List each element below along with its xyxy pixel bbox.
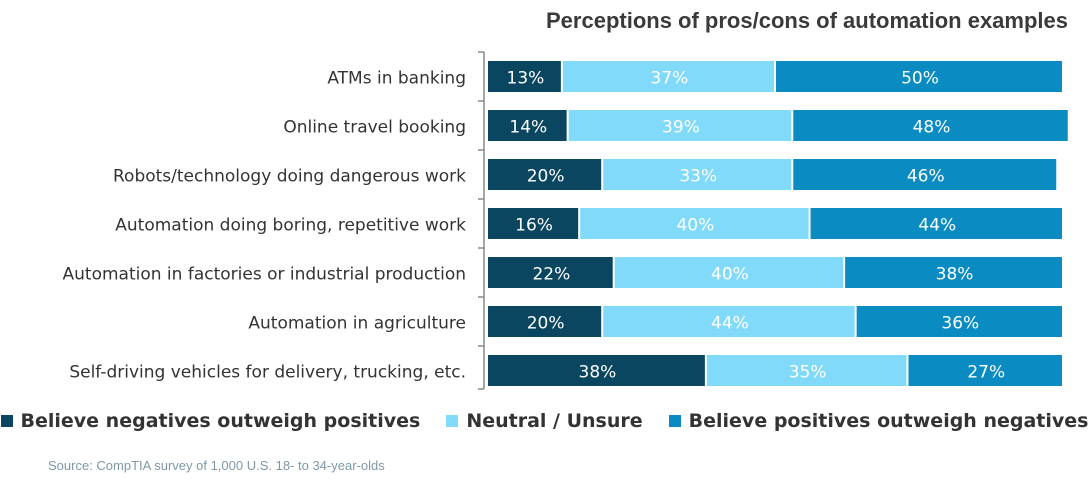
data-label-positives-7: 27%: [967, 363, 1005, 383]
data-label-neutral-7: 35%: [789, 363, 827, 383]
data-label-negatives-7: 38%: [579, 363, 617, 383]
bar-negatives-3: [488, 159, 602, 190]
legend-item-neutral: Neutral / Unsure: [446, 410, 643, 432]
bar-positives-4: [810, 208, 1062, 239]
bar-positives-3: [793, 159, 1057, 190]
data-label-neutral-4: 40%: [676, 216, 714, 236]
data-label-neutral-3: 33%: [679, 167, 717, 187]
bar-positives-5: [845, 257, 1062, 288]
legend-swatch-negatives: [0, 415, 13, 427]
legend-label-negatives: Believe negatives outweigh positives: [20, 410, 421, 432]
bar-neutral-2: [568, 110, 792, 141]
data-label-negatives-1: 13%: [507, 69, 545, 89]
data-label-positives-4: 44%: [918, 216, 956, 236]
data-label-positives-2: 48%: [913, 118, 951, 138]
data-label-neutral-1: 37%: [651, 69, 689, 89]
data-label-positives-1: 50%: [901, 69, 939, 89]
data-label-negatives-3: 20%: [527, 167, 565, 187]
bar-negatives-6: [488, 306, 602, 337]
category-label-automation-doing-boring-repetitive-work: Automation doing boring, repetitive work: [115, 216, 466, 236]
bar-negatives-4: [488, 208, 579, 239]
legend-swatch-positives: [668, 415, 681, 427]
bar-positives-1: [776, 61, 1062, 92]
data-label-negatives-5: 22%: [532, 265, 570, 285]
chart-title: Perceptions of pros/cons of automation e…: [546, 8, 1068, 33]
data-label-positives-5: 38%: [936, 265, 974, 285]
legend-label-positives: Believe positives outweigh negatives: [688, 410, 1089, 432]
bar-negatives-5: [488, 257, 613, 288]
bar-neutral-6: [603, 306, 855, 337]
bar-neutral-3: [603, 159, 792, 190]
bar-negatives-7: [488, 355, 705, 386]
data-label-positives-6: 36%: [941, 314, 979, 334]
bar-positives-6: [856, 306, 1062, 337]
bar-negatives-1: [488, 61, 561, 92]
category-label-self-driving-vehicles-for-delivery-trucking-etc: Self-driving vehicles for delivery, truc…: [69, 363, 466, 383]
category-label-online-travel-booking: Online travel booking: [283, 118, 466, 138]
legend-item-positives: Believe positives outweigh negatives: [668, 410, 1089, 432]
chart-legend: Believe negatives outweigh positives Neu…: [0, 410, 1089, 432]
bar-positives-2: [793, 110, 1068, 141]
bar-positives-7: [908, 355, 1062, 386]
data-label-negatives-2: 14%: [509, 118, 547, 138]
category-label-atms-in-banking: ATMs in banking: [327, 69, 466, 89]
legend-swatch-neutral: [446, 415, 459, 427]
data-label-positives-3: 46%: [907, 167, 945, 187]
category-label-automation-in-factories-or-industrial-production: Automation in factories or industrial pr…: [63, 265, 466, 285]
source-note: Source: CompTIA survey of 1,000 U.S. 18-…: [48, 458, 385, 473]
bar-neutral-1: [562, 61, 774, 92]
data-label-neutral-5: 40%: [711, 265, 749, 285]
bar-negatives-2: [488, 110, 567, 141]
bar-neutral-7: [706, 355, 907, 386]
category-label-robots-technology-doing-dangerous-work: Robots/technology doing dangerous work: [113, 167, 466, 187]
data-label-negatives-4: 16%: [515, 216, 553, 236]
bar-neutral-4: [580, 208, 809, 239]
stacked-bar-chart: ATMs in banking 13% 37% 50% Online travel bo…: [63, 51, 1068, 390]
data-label-neutral-6: 44%: [711, 314, 749, 334]
legend-label-neutral: Neutral / Unsure: [466, 410, 643, 432]
legend-item-negatives: Believe negatives outweigh positives: [0, 410, 421, 432]
data-label-neutral-2: 39%: [662, 118, 700, 138]
category-label-automation-in-agriculture: Automation in agriculture: [248, 314, 466, 334]
data-label-negatives-6: 20%: [527, 314, 565, 334]
bar-neutral-5: [614, 257, 844, 288]
